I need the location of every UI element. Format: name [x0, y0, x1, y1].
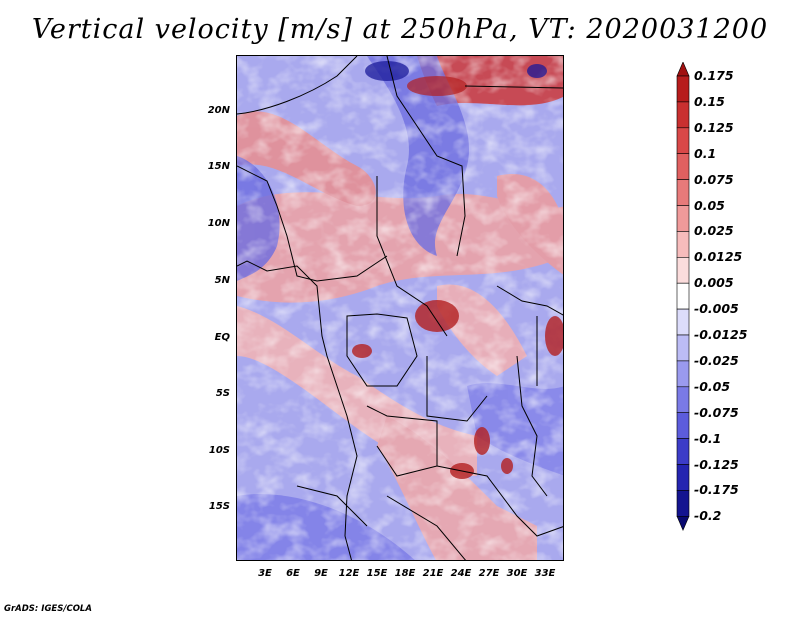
colorbar-top-arrow	[676, 62, 690, 77]
map-panel	[236, 55, 564, 561]
colorbar-segment	[676, 490, 690, 517]
lon-label: 27E	[478, 568, 500, 579]
lat-label: 20N	[207, 105, 230, 116]
colorbar-label: 0.05	[694, 197, 725, 213]
lat-label: 5N	[214, 275, 230, 286]
lat-label: 10S	[208, 445, 230, 456]
colorbar-label: -0.2	[694, 508, 722, 524]
colorbar-segment	[676, 153, 690, 180]
grads-credit: GrADS: IGES/COLA	[4, 604, 92, 614]
map-title: Vertical velocity [m/s] at 250hPa, VT: 2…	[31, 14, 769, 45]
lon-label: 21E	[422, 568, 444, 579]
colorbar-segment	[676, 334, 690, 362]
lat-label: 15S	[208, 501, 230, 512]
colorbar-label: -0.125	[694, 456, 739, 472]
colorbar-label: 0.0125	[694, 249, 743, 265]
colorbar-label: -0.075	[694, 404, 739, 420]
colorbar-label: -0.05	[694, 378, 731, 394]
lon-label: 30E	[506, 568, 528, 579]
colorbar-label: 0.175	[694, 68, 734, 83]
colorbar-label: 0.005	[694, 275, 734, 291]
lon-label: 24E	[450, 568, 472, 579]
colorbar-label: -0.1	[694, 430, 722, 446]
colorbar-label: 0.1	[694, 145, 717, 161]
colorbar-label: -0.005	[694, 301, 739, 317]
colorbar	[676, 62, 690, 532]
colorbar-segment	[676, 308, 690, 336]
lon-label: 18E	[394, 568, 416, 579]
colorbar-segment	[676, 464, 690, 491]
colorbar-segment	[676, 75, 690, 103]
colorbar-segment	[676, 257, 690, 284]
lon-label: 33E	[534, 568, 556, 579]
colorbar-segment	[676, 282, 690, 310]
lat-label: 15N	[207, 161, 230, 172]
colorbar-segment	[676, 438, 690, 465]
colorbar-label: -0.175	[694, 482, 739, 498]
colorbar-label: 0.15	[694, 93, 725, 109]
colorbar-label: -0.0125	[694, 327, 748, 342]
colorbar-segment	[676, 386, 690, 413]
lat-label: 10N	[207, 218, 230, 229]
vertical-velocity-field	[237, 56, 563, 560]
colorbar-segment	[676, 127, 690, 155]
lon-label: 3E	[258, 568, 272, 579]
lon-label: 15E	[366, 568, 388, 579]
colorbar-label: 0.075	[694, 171, 734, 187]
colorbar-segment	[676, 360, 690, 388]
colorbar-label: 0.125	[694, 119, 734, 135]
colorbar-segment	[676, 205, 690, 232]
colorbar-segment	[676, 412, 690, 439]
colorbar-bottom-arrow	[676, 515, 690, 532]
lat-label: 5S	[215, 388, 230, 399]
colorbar-segment	[676, 101, 690, 129]
colorbar-label: -0.025	[694, 352, 739, 368]
colorbar-label: 0.025	[694, 223, 734, 239]
lat-label: EQ	[214, 332, 230, 343]
lon-label: 9E	[314, 568, 328, 579]
colorbar-segment	[676, 231, 690, 258]
lon-label: 6E	[286, 568, 300, 579]
lon-label: 12E	[338, 568, 360, 579]
colorbar-segment	[676, 179, 690, 206]
